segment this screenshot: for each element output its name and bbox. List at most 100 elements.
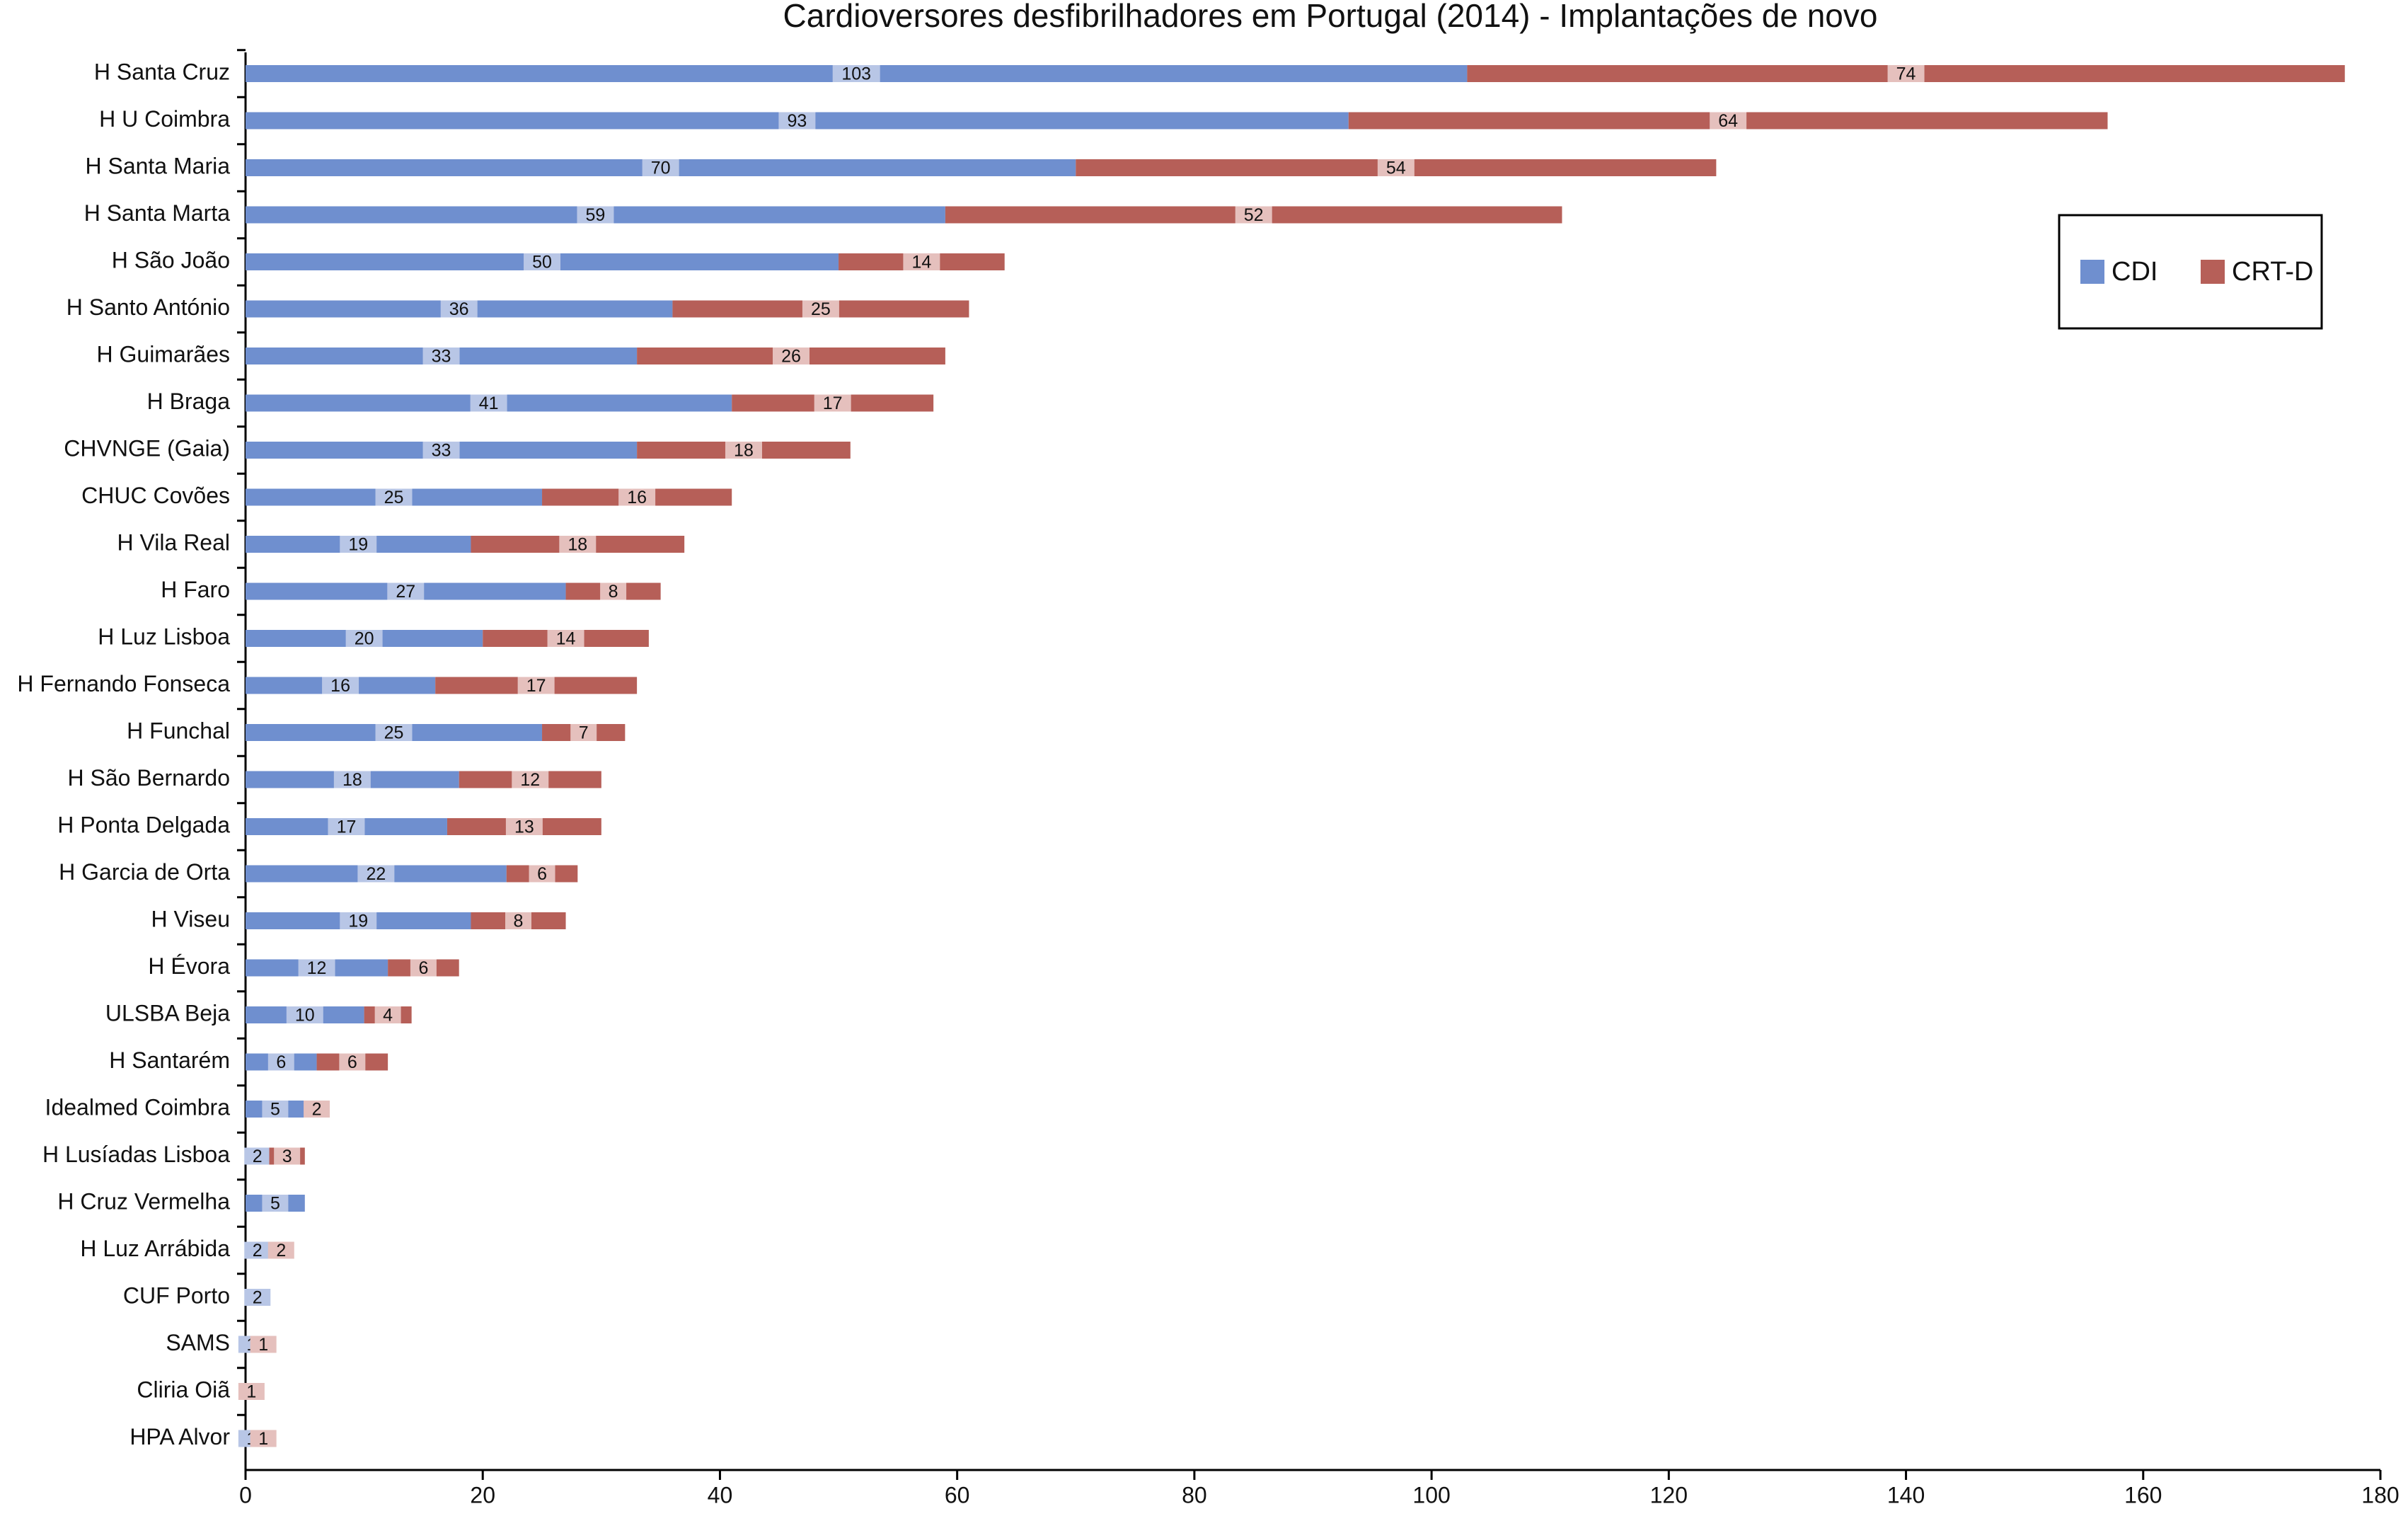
value-label-bg	[1887, 65, 1925, 82]
value-label-bg	[422, 442, 460, 459]
value-label-bg	[642, 159, 679, 176]
chart-title: Cardioversores desfibrilhadores em Portu…	[783, 0, 1878, 34]
value-label-bg	[244, 1241, 271, 1259]
value-label-bg	[547, 630, 584, 647]
value-label: 50	[532, 253, 552, 272]
y-tick-label: HPA Alvor	[129, 1424, 230, 1449]
y-tick-label: Cliria Oiã	[137, 1377, 230, 1402]
value-label-bg	[524, 253, 561, 270]
value-label: 54	[1386, 159, 1406, 178]
y-tick-label: H Faro	[161, 577, 230, 602]
value-label-bg	[374, 1006, 401, 1023]
value-label-bg	[517, 677, 555, 694]
value-label: 33	[432, 441, 451, 461]
value-label: 19	[348, 912, 368, 931]
value-label-bg	[725, 442, 762, 459]
y-tick-label: H Santarém	[109, 1047, 230, 1073]
value-label-bg	[570, 724, 597, 741]
value-label: 17	[526, 676, 546, 696]
legend-label: CDI	[2112, 257, 2158, 287]
value-label: 8	[609, 582, 618, 602]
value-label-bg	[274, 1147, 301, 1165]
value-label-bg	[470, 394, 507, 412]
value-label-bg	[778, 112, 816, 130]
value-label: 22	[366, 864, 386, 884]
value-label: 25	[811, 299, 831, 319]
value-label-bg	[304, 1101, 330, 1118]
value-label: 3	[282, 1147, 292, 1166]
value-label-bg	[340, 536, 377, 553]
value-label-bg	[422, 348, 460, 364]
x-tick-label: 80	[1182, 1482, 1207, 1508]
value-label-bg	[267, 1241, 294, 1259]
value-label-bg	[577, 206, 614, 224]
x-tick-label: 180	[2361, 1482, 2399, 1508]
value-label: 14	[556, 629, 576, 649]
value-label-bg	[440, 300, 478, 318]
x-tick-label: 120	[1650, 1482, 1688, 1508]
value-label: 6	[276, 1052, 286, 1072]
value-label-bg	[345, 630, 383, 647]
value-label: 16	[330, 676, 350, 696]
value-label: 52	[1244, 205, 1264, 225]
value-label-bg	[512, 771, 549, 788]
value-label: 41	[479, 394, 499, 413]
value-label-bg	[529, 865, 555, 883]
y-tick-label: CUF Porto	[123, 1282, 230, 1308]
y-tick-label: CHUC Covões	[81, 483, 230, 508]
x-tick-label: 60	[945, 1482, 970, 1508]
value-label-bg	[559, 536, 597, 553]
y-tick-label: ULSBA Beja	[105, 1000, 230, 1026]
y-tick-label: H Santa Maria	[85, 153, 230, 178]
y-tick-label: H Ponta Delgada	[57, 812, 230, 837]
legend-swatch	[2201, 260, 2225, 284]
value-label-bg	[600, 582, 627, 600]
legend-swatch	[2080, 260, 2104, 284]
value-label: 2	[253, 1288, 263, 1308]
value-label-bg	[410, 959, 437, 977]
value-label: 10	[295, 1006, 315, 1026]
y-tick-label: Idealmed Coimbra	[45, 1094, 231, 1120]
value-label-bg	[832, 65, 880, 82]
value-label: 18	[342, 770, 362, 790]
value-label: 2	[253, 1241, 263, 1261]
y-tick-label: H Luz Lisboa	[98, 624, 230, 649]
x-tick-label: 160	[2124, 1482, 2162, 1508]
value-label: 5	[270, 1194, 280, 1214]
value-label: 1	[246, 1382, 256, 1402]
y-tick-label: H São Bernardo	[68, 765, 230, 791]
value-label: 93	[787, 111, 807, 131]
value-label: 6	[347, 1052, 357, 1072]
x-tick-label: 140	[1887, 1482, 1925, 1508]
y-tick-label: H São João	[112, 247, 230, 272]
value-label-bg	[244, 1147, 271, 1165]
value-label: 12	[307, 958, 327, 978]
value-label: 33	[432, 347, 451, 367]
y-tick-label: H Guimarães	[97, 341, 231, 367]
value-label-bg	[322, 677, 359, 694]
y-tick-label: H Santa Cruz	[94, 59, 230, 84]
value-label-bg	[262, 1195, 289, 1212]
value-label-bg	[505, 912, 532, 929]
value-label: 74	[1896, 64, 1916, 84]
y-tick-label: H Luz Arrábida	[80, 1236, 230, 1261]
value-label-bg	[238, 1383, 265, 1400]
value-label-bg	[357, 865, 395, 883]
value-label: 8	[514, 912, 524, 931]
value-label: 1	[258, 1335, 268, 1355]
y-tick-label: H U Coimbra	[99, 106, 230, 132]
value-label-bg	[298, 959, 335, 977]
value-label: 17	[823, 394, 843, 413]
value-label-bg	[339, 1053, 366, 1071]
value-label-bg	[1377, 159, 1415, 176]
value-label: 27	[396, 582, 415, 602]
value-label: 4	[383, 1006, 393, 1026]
value-label: 6	[418, 958, 428, 978]
value-label: 14	[911, 253, 931, 272]
x-tick-label: 20	[470, 1482, 495, 1508]
value-label: 5	[270, 1100, 280, 1120]
y-tick-label: H Funchal	[127, 718, 230, 743]
y-tick-label: H Vila Real	[117, 529, 230, 555]
y-tick-label: H Évora	[148, 953, 230, 979]
value-label: 18	[568, 535, 587, 555]
